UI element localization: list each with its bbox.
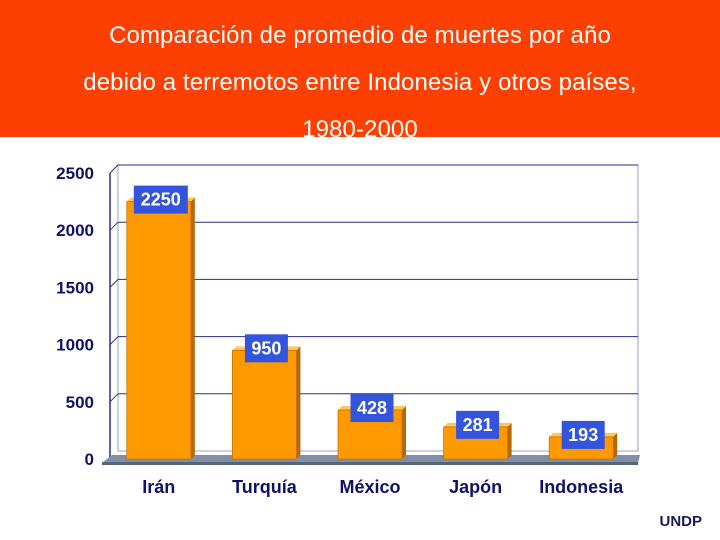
bar-0	[126, 201, 192, 460]
bar-side-1	[296, 346, 301, 459]
y-tick-label: 0	[85, 450, 94, 469]
category-label-1: Turquía	[232, 477, 298, 497]
data-label-4: 193	[568, 425, 598, 445]
y-tick-label: 2000	[56, 221, 94, 240]
y-tick-label: 2500	[56, 164, 94, 183]
category-label-4: Indonesia	[539, 477, 624, 497]
bar-side-0	[190, 197, 195, 459]
gridline-diagonal	[109, 221, 119, 231]
title-banner: Comparación de promedio de muertes por a…	[0, 0, 720, 143]
data-label-1: 950	[251, 338, 281, 358]
gridline-diagonal	[109, 336, 119, 345]
category-label-0: Irán	[142, 477, 175, 497]
data-label-2: 428	[357, 398, 387, 418]
category-label-3: Japón	[449, 477, 502, 497]
title-line-2: debido a terremotos entre Indonesia y ot…	[83, 69, 637, 96]
bar-side-3	[507, 422, 512, 459]
y-tick-label: 1000	[56, 336, 94, 355]
gridline-diagonal	[109, 164, 119, 174]
data-label-box-1	[244, 334, 288, 363]
data-label-box-0	[133, 185, 188, 214]
data-label-box-3	[456, 410, 500, 439]
category-label-2: México	[339, 477, 400, 497]
gridline-diagonal	[109, 393, 119, 403]
bar-chart: 0 500 1000 1500 2000 2500 Irán Turquía México Jap…	[56, 164, 640, 497]
title-line-1: Comparación de promedio de muertes por a…	[109, 22, 611, 49]
data-label-box-4	[561, 420, 605, 449]
bar-1	[231, 349, 297, 460]
bar-side-2	[402, 406, 406, 459]
data-label-0: 2250	[141, 190, 181, 210]
y-tick-label: 1500	[56, 278, 94, 297]
gridline-diagonal	[109, 279, 119, 288]
chart-floor-edge	[102, 462, 638, 465]
y-tick-label: 500	[66, 393, 94, 412]
data-label-box-2	[350, 394, 394, 423]
bar-side-4	[613, 432, 618, 459]
title-line-3: 1980-2000	[302, 116, 418, 143]
credit-text: UNDP	[659, 513, 702, 530]
data-label-3: 281	[463, 415, 493, 435]
